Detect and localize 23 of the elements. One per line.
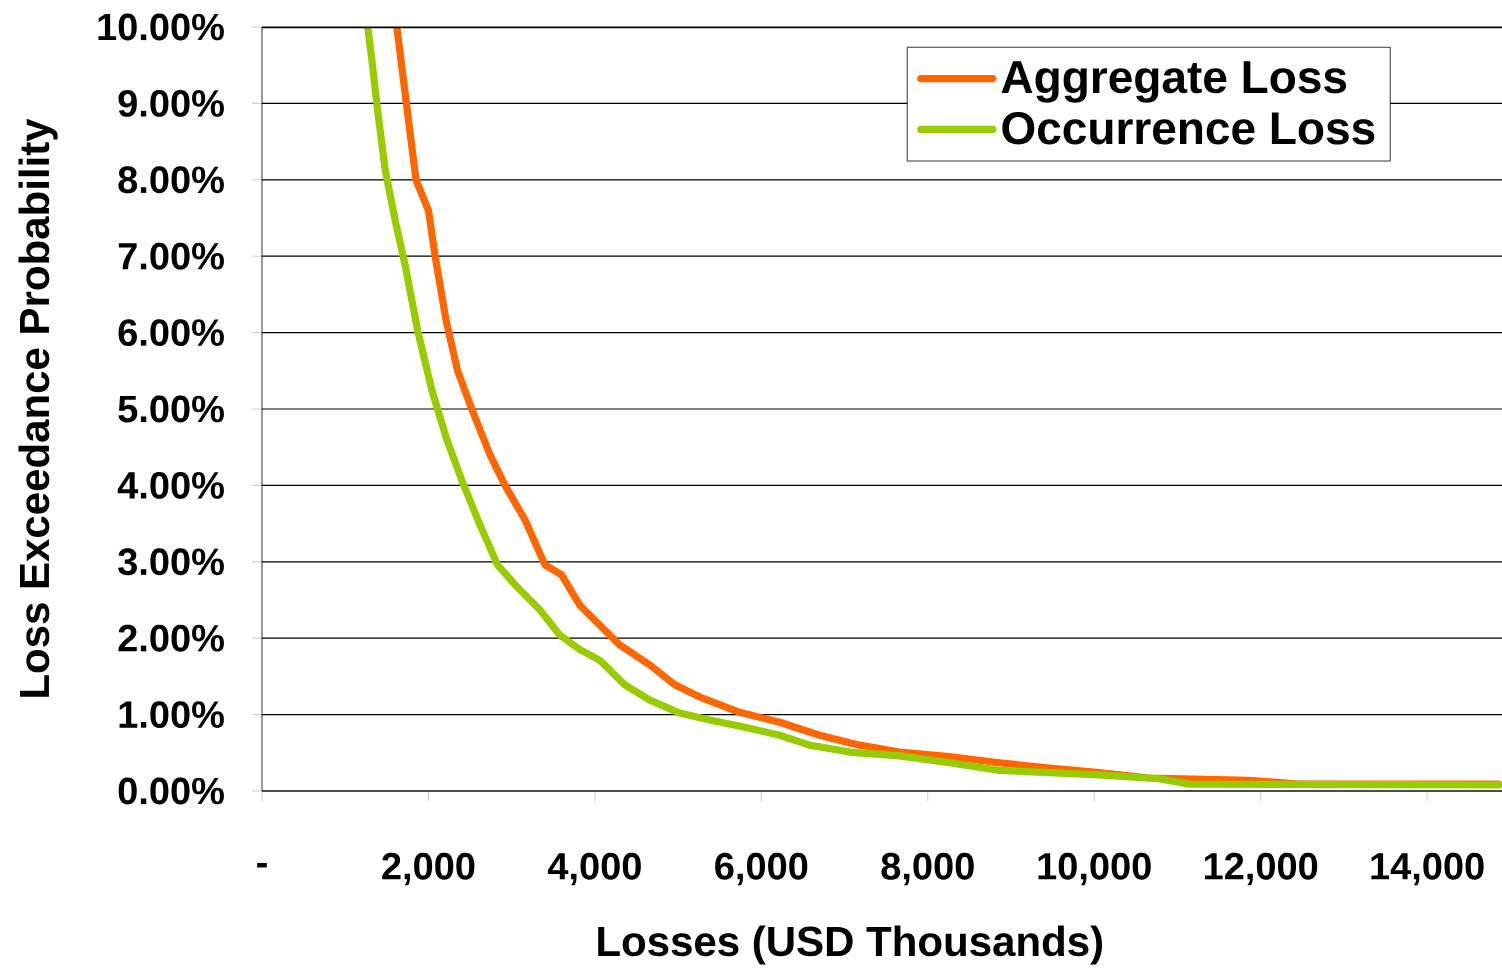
x-tick-label: 10,000 [1038, 852, 1151, 886]
x-tick-label: 14,000 [1371, 852, 1484, 886]
y-tick-label: 5.00% [118, 395, 224, 423]
x-tick-label: 2,000 [382, 852, 475, 886]
x-tick-label: 8,000 [881, 852, 974, 886]
y-tick-label: 3.00% [118, 548, 224, 576]
x-tick-label: 6,000 [715, 852, 808, 886]
legend-label: Occurrence Loss [1002, 111, 1375, 145]
x-tick-label: - [257, 862, 267, 868]
y-tick-label: 9.00% [118, 89, 224, 117]
y-axis-title: Loss Exceedance Probability [18, 118, 58, 697]
y-tick-label: 0.00% [118, 777, 224, 805]
y-tick-label: 1.00% [119, 701, 224, 729]
x-tick-label: 12,000 [1204, 852, 1318, 886]
x-tick-label: 4,000 [547, 852, 641, 886]
y-tick-label: 6.00% [118, 319, 224, 347]
legend-label: Aggregate Loss [1001, 61, 1347, 103]
y-tick-label: 8.00% [118, 166, 224, 194]
y-tick-label: 10.00% [98, 13, 224, 41]
y-tick-label: 4.00% [117, 471, 224, 499]
y-tick-label: 2.00% [118, 624, 224, 652]
x-axis-title: Losses (USD Thousands) [598, 925, 1102, 965]
y-tick-label: 7.00% [118, 242, 224, 270]
